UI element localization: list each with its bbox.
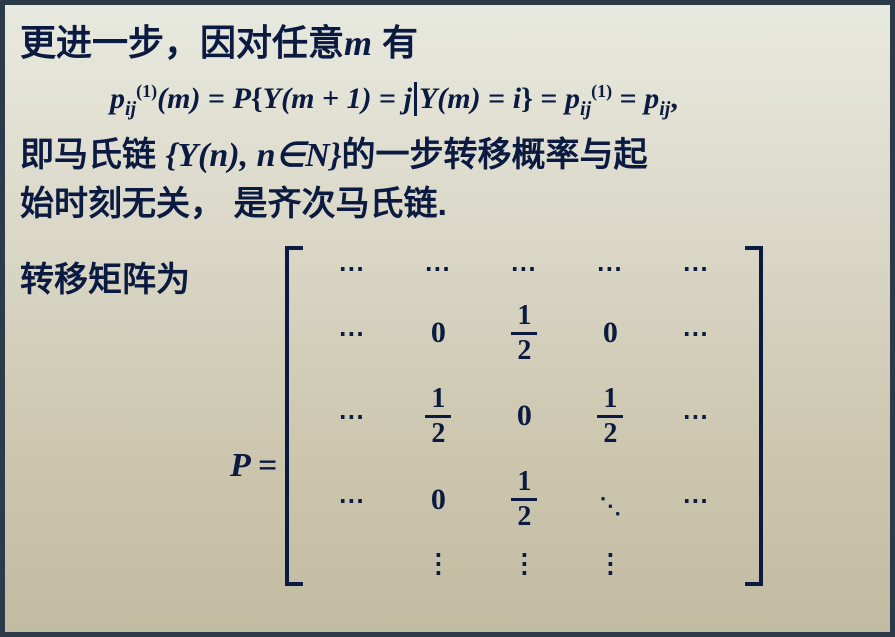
- matrix-cell: ⋮: [567, 541, 653, 586]
- matrix-cell: 12: [481, 291, 567, 374]
- matrix-cell: [309, 541, 395, 586]
- matrix-cell: ⋯: [309, 375, 395, 458]
- matrix-cell: ⋯: [309, 291, 395, 374]
- matrix-label: 转移矩阵为: [20, 252, 190, 301]
- matrix-cell: ⋱: [567, 458, 653, 541]
- line-1: 更进一步，因对任意m 有: [20, 19, 875, 68]
- slide: 更进一步，因对任意m 有 pij(1)(m) = P{Y(m + 1) = jY…: [0, 0, 895, 637]
- eq-p3: pij: [644, 82, 670, 115]
- matrix-cell: 12: [567, 375, 653, 458]
- matrix-cell: 0: [481, 375, 567, 458]
- line2-a: 即马氏链: [20, 136, 165, 174]
- matrix-right-bracket: [745, 246, 763, 586]
- matrix-P-equals: P =: [230, 347, 277, 485]
- eq-p2: pij(1): [565, 82, 612, 115]
- line-3: 始时刻无关， 是齐次马氏链.: [20, 182, 875, 228]
- line1-text-a: 更进一步，因对任意: [20, 22, 344, 63]
- matrix-cell: ⋯: [309, 458, 395, 541]
- matrix: ⋯⋯⋯⋯⋯⋯0120⋯⋯12012⋯⋯012⋱⋯⋮⋮⋮: [285, 246, 763, 586]
- equation-1: pij(1)(m) = P{Y(m + 1) = jY(m) = i} = pi…: [20, 82, 875, 119]
- matrix-cell: ⋯: [653, 458, 739, 541]
- matrix-cell: [653, 541, 739, 586]
- matrix-left-bracket: [285, 246, 303, 586]
- line-2: 即马氏链 {Y(n), n∈N}的一步转移概率与起: [20, 133, 875, 179]
- line1-m: m: [344, 23, 372, 63]
- line2-b: 的一步转移概率与起: [342, 136, 648, 174]
- matrix-cell: ⋯: [309, 246, 395, 291]
- matrix-cell: 12: [481, 458, 567, 541]
- matrix-cell: ⋮: [481, 541, 567, 586]
- matrix-cell: 0: [567, 291, 653, 374]
- matrix-cell: 0: [395, 458, 481, 541]
- eq-p1: pij(1): [110, 82, 157, 115]
- matrix-cell: 12: [395, 375, 481, 458]
- matrix-cell: ⋯: [567, 246, 653, 291]
- matrix-cell: ⋯: [481, 246, 567, 291]
- line2-set: {Y(n), n∈N}: [165, 137, 341, 174]
- matrix-cell: 0: [395, 291, 481, 374]
- matrix-table: ⋯⋯⋯⋯⋯⋯0120⋯⋯12012⋯⋯012⋱⋯⋮⋮⋮: [309, 246, 739, 586]
- matrix-cell: ⋯: [653, 375, 739, 458]
- line1-text-b: 有: [382, 22, 418, 63]
- matrix-row: 转移矩阵为 P = ⋯⋯⋯⋯⋯⋯0120⋯⋯12012⋯⋯012⋱⋯⋮⋮⋮: [20, 246, 875, 586]
- matrix-cell: ⋯: [653, 246, 739, 291]
- matrix-cell: ⋮: [395, 541, 481, 586]
- matrix-cell: ⋯: [395, 246, 481, 291]
- matrix-cell: ⋯: [653, 291, 739, 374]
